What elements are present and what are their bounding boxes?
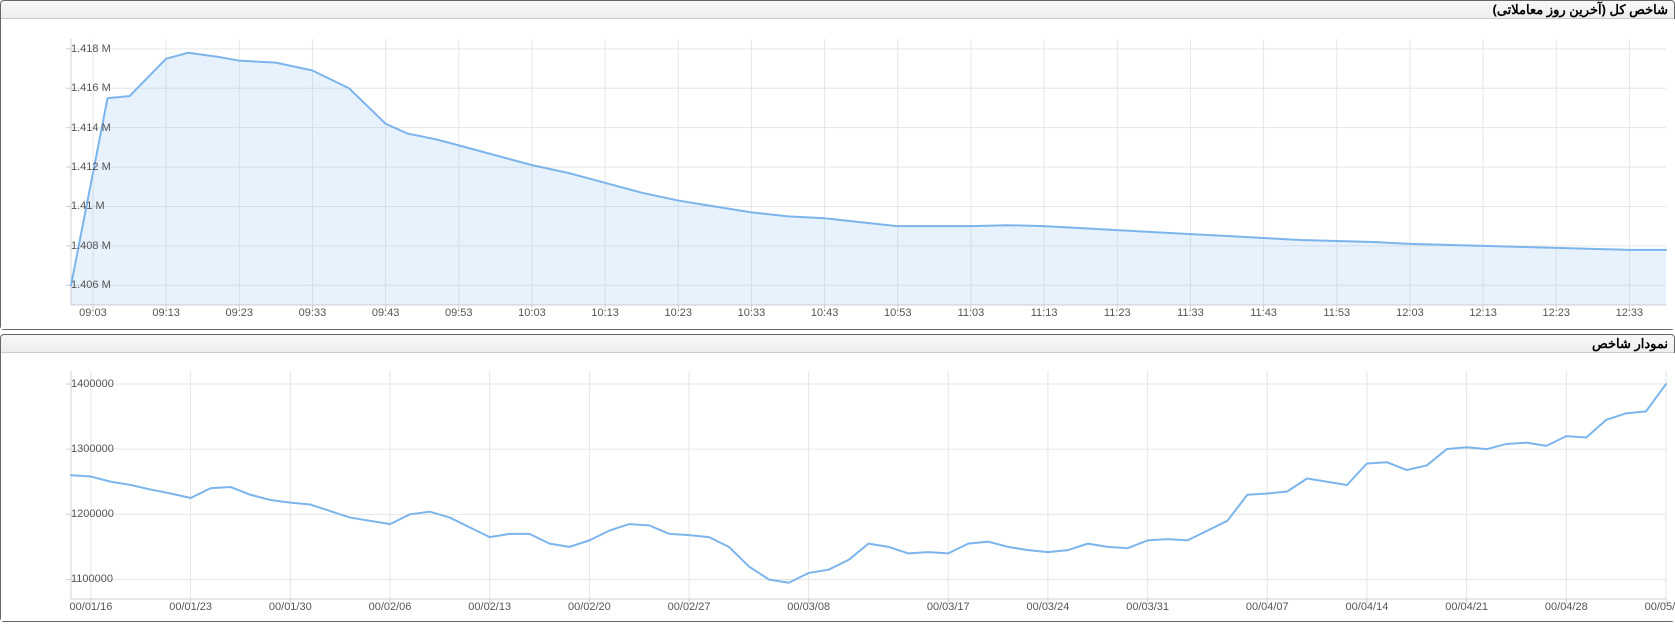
x-axis-label: 00/01/16 (70, 601, 113, 613)
index-history-title: نمودار شاخص (1, 335, 1674, 353)
x-axis-label: 00/02/06 (369, 601, 412, 613)
intraday-index-title: شاخص کل (آخرین روز معاملاتی) (1, 1, 1674, 19)
x-axis-label: 09:03 (79, 307, 107, 319)
x-axis-label: 11:03 (958, 307, 985, 319)
x-axis-label: 00/03/17 (927, 601, 970, 613)
x-axis-label: 09:23 (226, 307, 254, 319)
x-axis-label: 12:33 (1616, 307, 1644, 319)
x-axis-label: 09:43 (372, 307, 400, 319)
x-axis-label: 09:33 (299, 307, 327, 319)
x-axis-label: 11:23 (1104, 307, 1131, 319)
index-history-panel: نمودار شاخص 1100000120000013000001400000… (0, 334, 1675, 622)
x-axis-label: 10:33 (738, 307, 766, 319)
x-axis-label: 10:23 (665, 307, 693, 319)
x-axis-label: 00/01/23 (169, 601, 212, 613)
x-axis-label: 00/05/12 (1645, 601, 1675, 613)
x-axis-label: 00/01/30 (269, 601, 312, 613)
x-axis-label: 09:13 (152, 307, 180, 319)
index-history-chart[interactable]: 110000012000001300000140000000/01/1600/0… (1, 353, 1675, 621)
x-axis-label: 11:13 (1031, 307, 1058, 319)
x-axis-label: 12:13 (1469, 307, 1497, 319)
x-axis-label: 10:43 (811, 307, 839, 319)
x-axis-label: 00/04/28 (1545, 601, 1588, 613)
intraday-index-chart[interactable]: 1.406 M1.408 M1.41 M1.412 M1.414 M1.416 … (1, 19, 1675, 329)
x-axis-label: 11:53 (1323, 307, 1350, 319)
x-axis-label: 00/04/14 (1346, 601, 1389, 613)
x-axis-label: 00/02/20 (568, 601, 611, 613)
x-axis-label: 00/02/13 (468, 601, 511, 613)
x-axis-label: 00/04/07 (1246, 601, 1289, 613)
x-axis-label: 10:13 (591, 307, 619, 319)
x-axis-label: 09:53 (445, 307, 473, 319)
x-axis-label: 11:43 (1250, 307, 1277, 319)
x-axis-label: 00/02/27 (668, 601, 711, 613)
x-axis-label: 11:33 (1177, 307, 1204, 319)
x-axis-label: 10:03 (518, 307, 546, 319)
x-axis-label: 12:23 (1542, 307, 1570, 319)
x-axis-label: 12:03 (1396, 307, 1424, 319)
x-axis-label: 00/03/24 (1027, 601, 1070, 613)
x-axis-label: 10:53 (884, 307, 912, 319)
x-axis-label: 00/03/08 (787, 601, 830, 613)
x-axis-label: 00/03/31 (1126, 601, 1169, 613)
intraday-index-panel: شاخص کل (آخرین روز معاملاتی) 1.406 M1.40… (0, 0, 1675, 330)
x-axis-label: 00/04/21 (1445, 601, 1488, 613)
